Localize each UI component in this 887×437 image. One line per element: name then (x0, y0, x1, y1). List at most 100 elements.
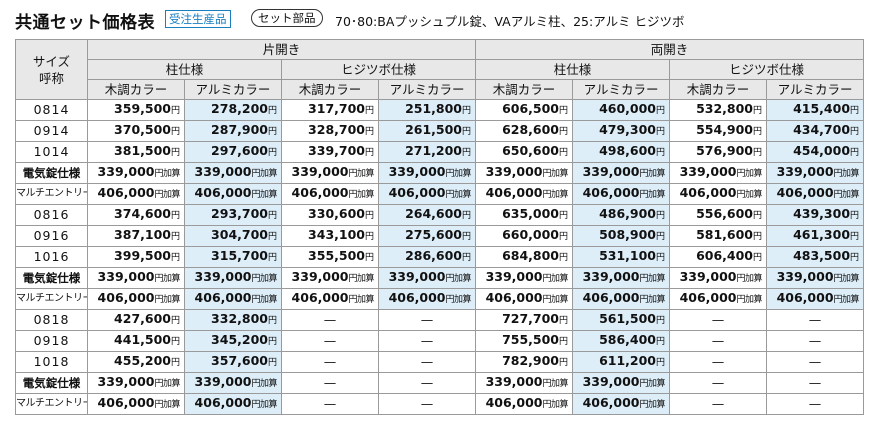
price-unit: 円 (559, 337, 569, 347)
price-unit: 円加算 (736, 190, 763, 200)
price-unit: 円加算 (348, 274, 374, 284)
price-value: 339,000 (291, 269, 349, 284)
price-value: 297,600 (211, 143, 268, 158)
price-value: 498,600 (599, 143, 656, 158)
price-cell: 343,100円 (281, 225, 379, 247)
price-unit: 円 (753, 232, 763, 242)
price-unit: 円加算 (348, 295, 374, 305)
price-value: 304,700 (211, 227, 268, 242)
price-unit: 円加算 (639, 400, 666, 410)
price-value: 359,500 (114, 101, 171, 116)
row-label: 0918 (15, 330, 88, 352)
price-cell: 339,000円加算 (766, 162, 865, 184)
price-value: 406,000 (485, 290, 543, 305)
price-unit: 円加算 (251, 274, 277, 284)
price-cell: 406,000円加算 (87, 288, 185, 310)
price-unit: 円 (170, 358, 180, 368)
price-cell: 531,100円 (572, 246, 671, 268)
price-value: 345,200 (211, 332, 268, 347)
price-unit: 円 (850, 232, 860, 242)
price-cell: 406,000円加算 (87, 183, 185, 205)
price-value: 439,300 (793, 206, 851, 221)
empty-cell: — (669, 393, 768, 415)
price-unit: 円 (850, 127, 860, 137)
price-cell: 381,500円 (87, 141, 185, 163)
price-unit: 円加算 (154, 400, 180, 410)
price-unit: 円 (462, 211, 472, 221)
price-cell: 415,400円 (766, 99, 865, 121)
price-cell: 332,800円 (184, 309, 282, 331)
price-cell: 355,500円 (281, 246, 379, 268)
price-value: 415,400 (793, 101, 851, 116)
price-value: 339,000 (582, 269, 640, 284)
price-cell: 684,800円 (475, 246, 574, 268)
price-cell: 293,700円 (184, 204, 282, 226)
column-header: 木調カラー (281, 79, 379, 100)
price-value: 315,700 (211, 248, 268, 263)
price-value: 406,000 (97, 395, 155, 410)
price-cell: 271,200円 (377, 141, 477, 163)
row-label: 0914 (15, 120, 88, 142)
table-row: 1014 381,500円 297,600円 339,700円 271,200円 650,… (15, 141, 865, 163)
price-value: 251,800 (405, 101, 462, 116)
set-parts-badge: セット部品 (251, 9, 323, 27)
price-unit: 円 (559, 253, 569, 263)
price-cell: 406,000円加算 (572, 288, 671, 310)
price-value: 406,000 (776, 290, 834, 305)
price-cell: 339,000円加算 (475, 372, 574, 394)
price-value: 339,000 (485, 164, 543, 179)
price-value: 339,000 (388, 269, 446, 284)
price-value: 406,000 (97, 290, 155, 305)
empty-cell: — (281, 351, 379, 373)
price-cell: 586,400円 (572, 330, 671, 352)
price-value: 532,800 (696, 101, 753, 116)
price-value: 441,500 (114, 332, 171, 347)
price-value: 406,000 (388, 185, 446, 200)
price-unit: 円加算 (445, 274, 472, 284)
price-value: 339,000 (679, 269, 737, 284)
price-unit: 円加算 (251, 169, 277, 179)
empty-cell: — (377, 393, 477, 415)
price-cell: 479,300円 (572, 120, 671, 142)
size-header: サイズ 呼称 (15, 39, 88, 100)
column-header: アルミカラー (766, 79, 865, 100)
price-cell: 406,000円加算 (475, 183, 574, 205)
price-unit: 円加算 (542, 274, 569, 284)
price-unit: 円 (364, 211, 374, 221)
table-row: 0914 370,500円 287,900円 328,700円 261,500円 628,… (15, 120, 865, 142)
price-cell: 406,000円加算 (766, 288, 865, 310)
table-row: 0918 441,500円 345,200円 — —755,500円 586,400円 — — (15, 330, 865, 352)
price-value: 261,500 (405, 122, 462, 137)
size-header-line1: サイズ (32, 53, 71, 69)
price-unit: 円 (656, 253, 666, 263)
price-unit: 円加算 (348, 169, 374, 179)
price-unit: 円加算 (639, 169, 666, 179)
price-value: 406,000 (194, 185, 252, 200)
price-value: 727,700 (502, 311, 559, 326)
price-cell: 434,700円 (766, 120, 865, 142)
price-unit: 円 (753, 211, 763, 221)
price-cell: 406,000円加算 (766, 183, 865, 205)
price-value: 357,600 (211, 353, 268, 368)
price-value: 275,600 (405, 227, 462, 242)
subgroup-header: 柱仕様 (87, 59, 282, 80)
price-value: 264,600 (405, 206, 462, 221)
price-cell: 650,600円 (475, 141, 574, 163)
price-cell: 498,600円 (572, 141, 671, 163)
price-table-body: 0814 359,500円 278,200円 317,700円 251,800円 606,… (15, 99, 865, 415)
price-cell: 406,000円加算 (377, 288, 477, 310)
table-row: 電気錠仕様 339,000円加算 339,000円加算 — —339,000円加算 339… (15, 372, 865, 394)
price-unit: 円 (462, 232, 472, 242)
price-cell: 304,700円 (184, 225, 282, 247)
price-value: 343,100 (308, 227, 365, 242)
price-unit: 円 (170, 211, 180, 221)
price-unit: 円加算 (736, 274, 763, 284)
row-label: 1016 (15, 246, 88, 268)
column-header: アルミカラー (377, 79, 477, 100)
price-cell: 287,900円 (184, 120, 282, 142)
price-cell: 339,000円加算 (184, 162, 282, 184)
table-row: 0816 374,600円 293,700円 330,600円 264,600円 635,… (15, 204, 865, 226)
price-cell: 441,500円 (87, 330, 185, 352)
price-value: 339,000 (679, 164, 737, 179)
price-value: 317,700 (308, 101, 365, 116)
